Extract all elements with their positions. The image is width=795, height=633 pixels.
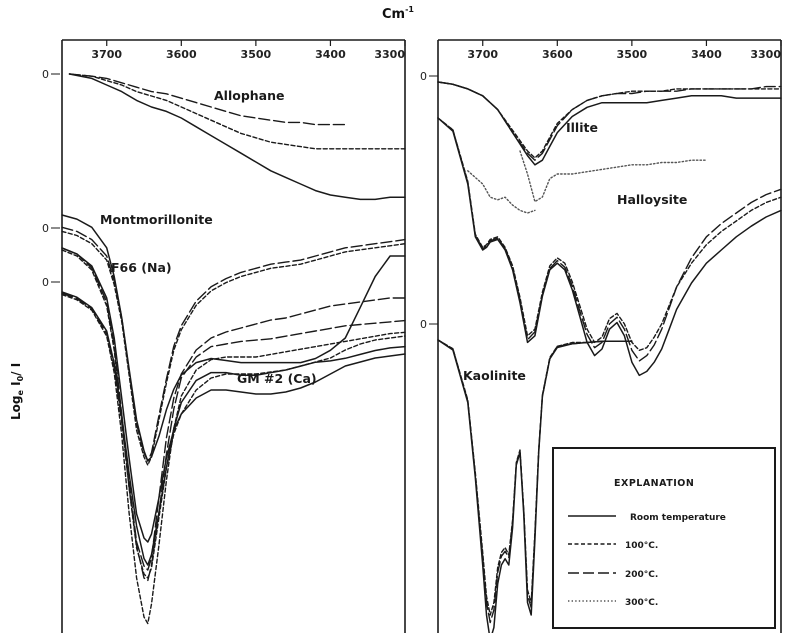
- right-curve-halloysite-100: [437, 117, 782, 351]
- right-label-halloysite: Halloysite: [617, 192, 687, 207]
- right-zero-mark-0: 0: [420, 70, 427, 83]
- left-zero-mark-1: 0: [42, 222, 49, 235]
- right-curve-illite-200: [437, 81, 782, 161]
- legend-label-dotted: 300°C.: [625, 598, 658, 608]
- legend-box: [552, 447, 776, 629]
- left-label-f66-na-: F66 (Na): [111, 260, 172, 275]
- right-tick-label-3400: 3400: [691, 48, 722, 61]
- right-curve-halloysite-200: [437, 117, 782, 362]
- legend-label-long-dash: 200°C.: [625, 570, 658, 580]
- left-curve-allophane-200: [68, 73, 346, 126]
- right-zero-mark-1: 0: [420, 318, 427, 331]
- right-curves: [437, 81, 782, 633]
- left-tick-label-3600: 3600: [166, 48, 197, 61]
- left-curve-montmorillonite-200: [61, 226, 406, 462]
- left-tick-label-3400: 3400: [315, 48, 346, 61]
- right-curve-illite-300: [519, 150, 708, 203]
- svg-text:Loge I0/ I: Loge I0/ I: [9, 363, 25, 420]
- legend-title: EXPLANATION: [614, 478, 694, 489]
- right-curve-halloysite-300: [467, 170, 536, 214]
- left-label-gm-2-ca-: GM #2 (Ca): [237, 371, 317, 386]
- left-curve-montmorillonite-100: [61, 230, 406, 466]
- right-labels: Illite Halloysite Kaolinite: [463, 120, 687, 383]
- right-tick-label-3600: 3600: [542, 48, 573, 61]
- left-label-montmorillonite: Montmorillonite: [100, 212, 213, 227]
- right-tick-label-3500: 3500: [617, 48, 648, 61]
- right-curve-kaolinite-200: [437, 339, 633, 624]
- legend-label-solid: Room temperature: [630, 513, 726, 523]
- right-panel: 3700 3600 3500 3400 3300 0 0 Illite Halloysite K…: [420, 39, 782, 633]
- left-curve-f66-na--room: [61, 247, 406, 543]
- left-curve-gm-2-ca--room: [61, 291, 406, 566]
- right-x-ticks: 3700 3600 3500 3400 3300 0 0: [420, 40, 782, 331]
- left-labels: Allophane Montmorillonite F66 (Na) GM #2 (C…: [100, 88, 317, 386]
- right-label-kaolinite: Kaolinite: [463, 368, 526, 383]
- legend-items: Room temperature 100°C. 200°C. 300°C.: [568, 513, 726, 608]
- y-axis-label: Loge I0/ I: [9, 363, 25, 420]
- left-curve-allophane-room: [68, 73, 406, 201]
- legend: EXPLANATION Room temperature 100°C. 200°C.…: [552, 447, 776, 629]
- left-curve-allophane-100: [68, 73, 406, 150]
- left-tick-label-3500: 3500: [241, 48, 272, 61]
- left-x-ticks: 3700 3600 3500 3400 3300 0 0 0: [42, 40, 406, 289]
- x-unit-label: Cm-1: [382, 5, 414, 22]
- right-label-illite: Illite: [566, 120, 598, 135]
- left-zero-mark-0: 0: [42, 68, 49, 81]
- left-panel: 3700 3600 3500 3400 3300 0 0 0 Allophane Montmor…: [42, 39, 406, 633]
- left-curve-gm-2-ca--100: [61, 293, 406, 625]
- right-tick-label-3700: 3700: [467, 48, 498, 61]
- legend-label-short-dash: 100°C.: [625, 541, 658, 551]
- left-curves: [61, 73, 406, 625]
- left-label-allophane: Allophane: [214, 88, 285, 103]
- left-tick-label-3700: 3700: [91, 48, 122, 61]
- left-tick-label-3300: 3300: [374, 48, 405, 61]
- left-curve-gm-2-ca--200: [61, 292, 406, 582]
- left-zero-mark-2: 0: [42, 276, 49, 289]
- right-tick-label-3300: 3300: [750, 48, 781, 61]
